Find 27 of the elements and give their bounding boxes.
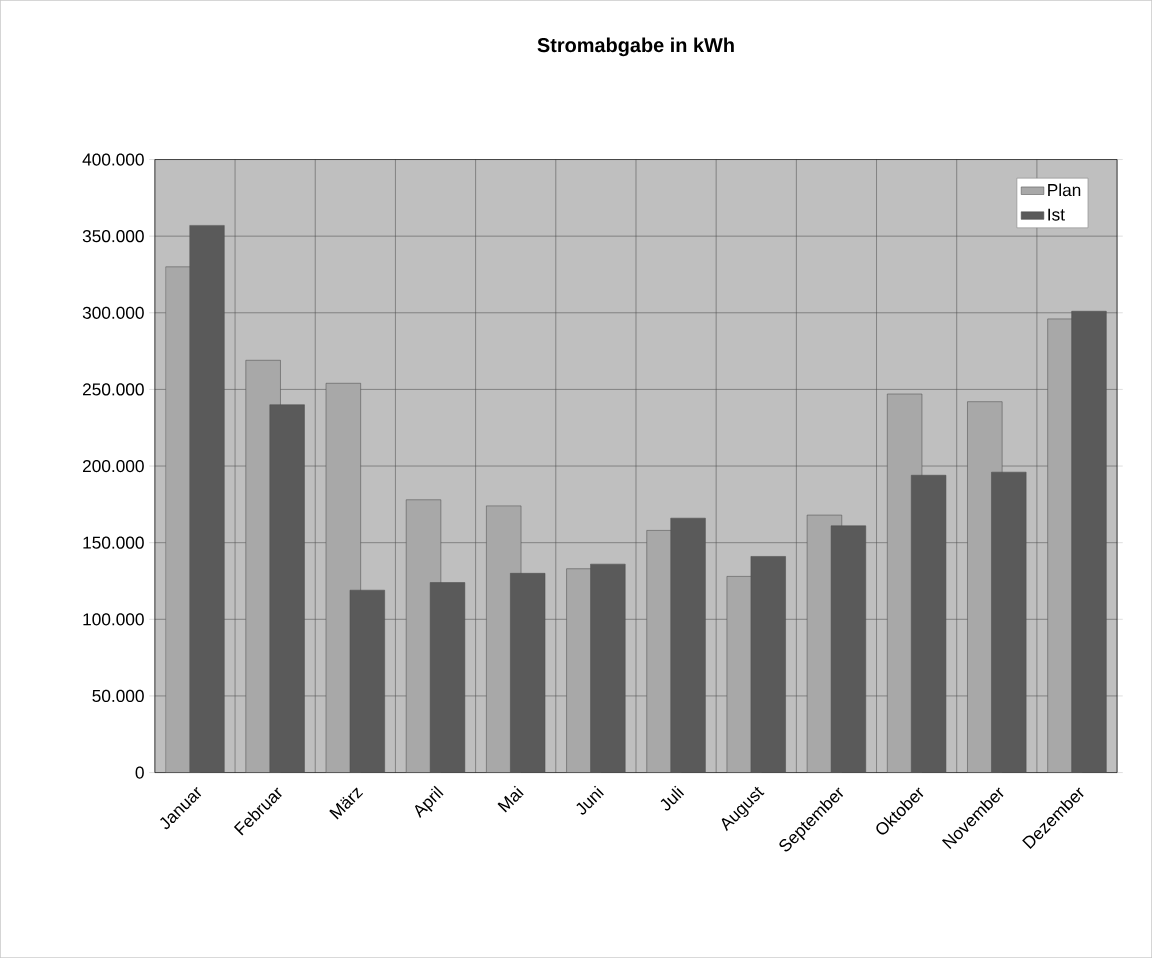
legend-label: Ist <box>1048 208 1065 221</box>
bar <box>189 225 225 773</box>
bar <box>911 474 947 773</box>
chart-title: Stromabgabe in kWh <box>537 37 734 57</box>
bar <box>830 525 867 773</box>
y-tick-label: 100.000 <box>83 613 144 626</box>
y-tick-label: 350.000 <box>82 230 144 243</box>
x-tick-label: Juni <box>576 785 604 815</box>
bar <box>269 404 305 773</box>
bar <box>510 573 546 773</box>
y-tick-label: 0 <box>135 766 144 779</box>
y-tick-label: 50.000 <box>92 689 144 703</box>
bar <box>1071 310 1107 773</box>
bar <box>750 556 786 773</box>
y-tick-label: 200.000 <box>82 459 144 473</box>
x-tick-label: Mai <box>497 785 524 813</box>
legend-label: Plan <box>1048 183 1081 197</box>
bar <box>429 582 466 773</box>
x-tick-label: Juli <box>660 785 685 811</box>
y-tick-label: 250.000 <box>82 383 144 396</box>
y-tick-label: 150.000 <box>83 536 144 549</box>
y-tick-label: 400.000 <box>82 153 144 166</box>
bar <box>590 563 626 773</box>
bar <box>991 471 1027 773</box>
y-tick-label: 300.000 <box>82 306 144 319</box>
bar <box>349 589 385 773</box>
bar <box>670 517 706 773</box>
